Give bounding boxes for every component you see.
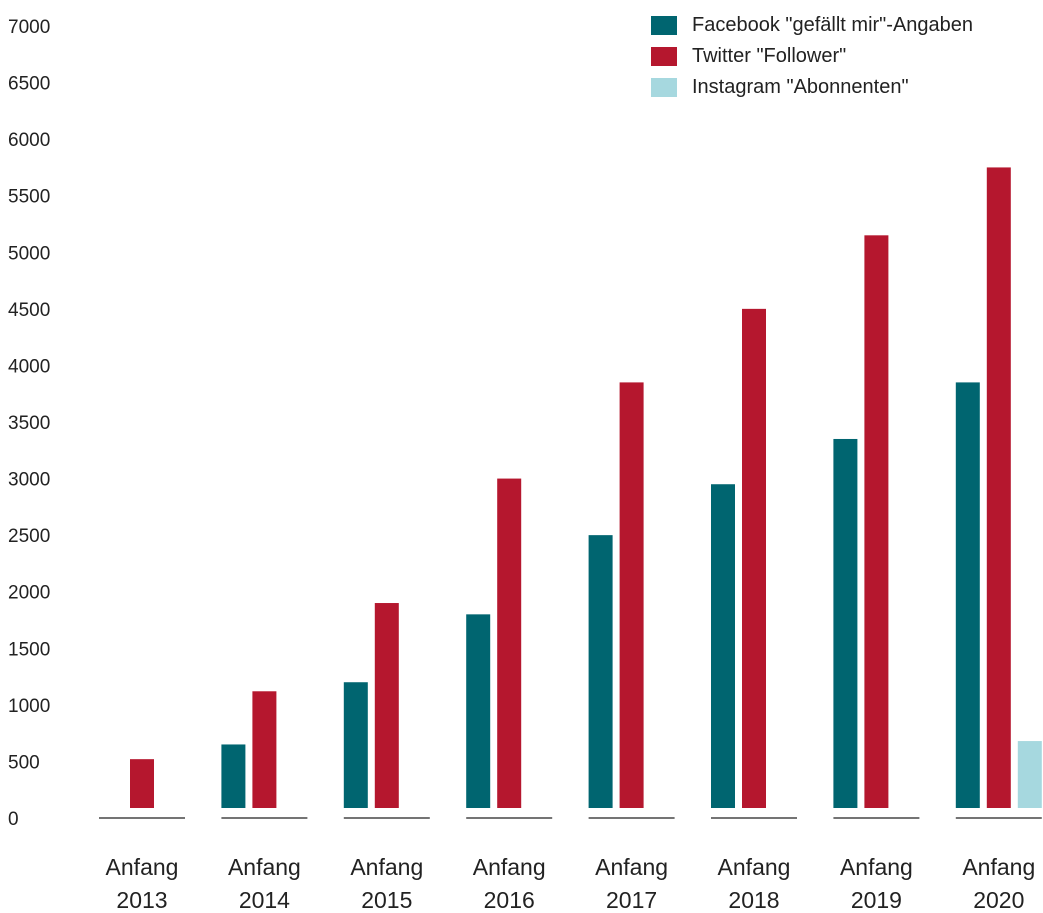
- legend-swatch-twitter: [651, 47, 677, 66]
- x-tick-label: 2014: [239, 887, 290, 913]
- bar-facebook: [833, 438, 858, 808]
- y-tick-label: 3000: [8, 470, 50, 491]
- legend-item-twitter: Twitter "Follower": [651, 41, 973, 72]
- y-tick-label: 4000: [8, 356, 50, 377]
- x-tick-label: Anfang: [350, 854, 423, 880]
- y-tick-label: 3500: [8, 413, 50, 434]
- x-tick-label: 2013: [116, 887, 167, 913]
- legend-swatch-instagram: [651, 78, 677, 97]
- bar-twitter: [252, 691, 277, 808]
- y-tick-label: 500: [8, 752, 40, 773]
- bar-facebook: [588, 535, 613, 808]
- bar-instagram: [1017, 741, 1042, 808]
- bar-facebook: [711, 484, 735, 808]
- bar-twitter: [986, 167, 1011, 808]
- bar-facebook: [466, 614, 491, 808]
- y-tick-label: 1000: [8, 696, 50, 717]
- x-tick-label: 2020: [973, 887, 1024, 913]
- bar-twitter: [130, 759, 154, 808]
- bar-twitter: [864, 235, 889, 809]
- x-tick-label: 2019: [851, 887, 902, 913]
- legend-item-instagram: Instagram "Abonnenten": [651, 72, 973, 103]
- y-axis: 0 500 1000 1500 2000 2500 3000 3500 4000 4500 5000…: [8, 17, 50, 830]
- y-tick-label: 0: [8, 809, 19, 830]
- legend-label-facebook: Facebook "gefällt mir"-Angaben: [692, 14, 974, 36]
- y-tick-label: 5500: [8, 187, 50, 208]
- bar-twitter: [742, 308, 766, 808]
- y-tick-label: 6000: [8, 130, 50, 151]
- bar-facebook: [955, 382, 980, 808]
- x-tick-label: Anfang: [718, 854, 791, 880]
- x-tick-label: Anfang: [962, 854, 1035, 880]
- x-tick-label: Anfang: [228, 854, 301, 880]
- y-tick-label: 2500: [8, 526, 50, 547]
- x-tick-label: Anfang: [595, 854, 668, 880]
- y-tick-label: 1500: [8, 639, 50, 660]
- bar-twitter: [374, 603, 399, 808]
- y-tick-label: 4500: [8, 300, 50, 321]
- y-tick-label: 7000: [8, 17, 50, 38]
- legend-label-instagram: Instagram "Abonnenten": [692, 76, 909, 98]
- y-tick-label: 2000: [8, 583, 50, 604]
- x-tick-label: 2015: [361, 887, 412, 913]
- legend-label-twitter: Twitter "Follower": [692, 45, 847, 67]
- x-tick-label: Anfang: [473, 854, 546, 880]
- y-tick-label: 6500: [8, 74, 50, 95]
- x-axis: Anfang 2013 Anfang 2014 Anfang 2015 Anfang 2016…: [106, 854, 1036, 913]
- x-tick-label: Anfang: [840, 854, 913, 880]
- bars: [130, 167, 1042, 809]
- bar-facebook: [343, 682, 368, 808]
- x-tick-label: 2016: [484, 887, 535, 913]
- y-tick-label: 5000: [8, 243, 50, 264]
- legend-item-facebook: Facebook "gefällt mir"-Angaben: [651, 10, 973, 41]
- x-tick-label: 2017: [606, 887, 657, 913]
- bar-twitter: [619, 382, 644, 808]
- x-tick-label: 2018: [728, 887, 779, 913]
- x-tick-label: Anfang: [106, 854, 179, 880]
- bar-twitter: [497, 478, 522, 808]
- bar-facebook: [221, 744, 246, 808]
- legend: Facebook "gefällt mir"-Angaben Twitter "…: [651, 10, 973, 103]
- legend-swatch-facebook: [651, 16, 677, 35]
